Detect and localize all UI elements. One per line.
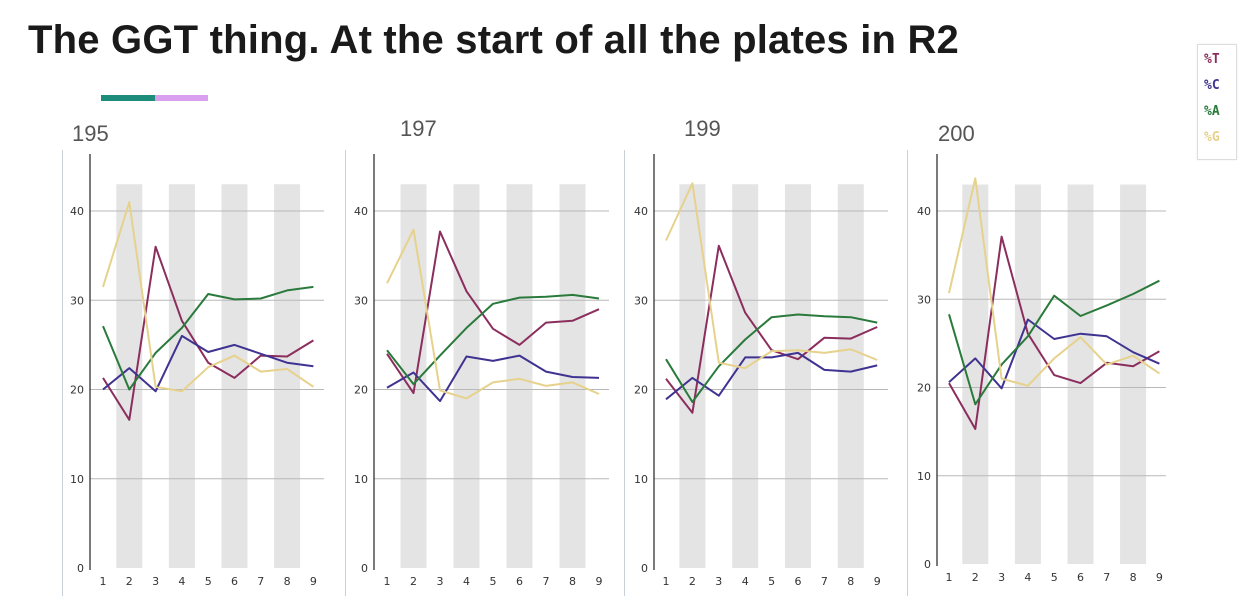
y-tick-label-10: 10 [70,473,84,486]
y-tick-label-40: 40 [917,205,931,218]
shaded-band-6 [506,184,533,568]
x-tick-label-5: 5 [205,575,212,588]
y-tick-label-10: 10 [634,473,648,486]
title-accent-bar-lilac [155,95,208,101]
x-tick-label-5: 5 [768,575,775,588]
x-tick-label-7: 7 [543,575,550,588]
line-chart-199: 0 10 20 30 40 1 2 3 4 5 6 7 8 9 [624,150,888,596]
page-title: The GGT thing. At the start of all the p… [28,18,960,62]
y-tick-label-20: 20 [917,382,931,395]
x-tick-label-8: 8 [847,575,854,588]
x-tick-label-6: 6 [231,575,238,588]
line-chart-195: 0 10 20 30 40 1 2 3 4 5 6 7 8 9 [62,150,324,596]
chart-label-197: 197 [400,116,437,141]
x-tick-label-7: 7 [257,575,264,588]
x-tick-label-4: 4 [1024,571,1031,584]
y-tick-label-40: 40 [354,205,368,218]
x-tick-label-9: 9 [874,575,881,588]
x-tick-label-2: 2 [972,571,979,584]
x-tick-label-9: 9 [1156,571,1163,584]
shaded-band-8 [274,184,301,568]
x-tick-label-9: 9 [596,575,603,588]
y-tick-label-0: 0 [641,562,648,575]
legend: %T %C %A %G [1197,44,1237,160]
y-tick-label-10: 10 [354,473,368,486]
legend-item-a: %A [1204,104,1220,119]
x-tick-label-6: 6 [795,575,802,588]
series-line-g [102,201,314,393]
y-tick-label-40: 40 [70,205,84,218]
legend-item-g: %G [1204,130,1220,145]
series-line-c [386,354,600,403]
x-tick-label-3: 3 [715,575,722,588]
shaded-band-4 [168,184,195,568]
x-tick-label-9: 9 [310,575,317,588]
x-tick-label-1: 1 [100,575,107,588]
x-tick-label-7: 7 [1103,571,1110,584]
x-tick-label-5: 5 [490,575,497,588]
y-tick-label-20: 20 [354,384,368,397]
series-line-a [386,293,600,386]
shaded-band-4 [453,184,480,568]
series-line-c [948,318,1160,390]
legend-item-t: %T [1204,52,1220,67]
shaded-band-6 [785,184,811,568]
shaded-band-6 [221,184,248,568]
shaded-band-4 [1014,184,1041,564]
y-tick-label-20: 20 [70,384,84,397]
chart-label-199: 199 [684,116,721,141]
series-line-t [386,230,600,395]
x-tick-label-1: 1 [946,571,953,584]
series-line-g [948,177,1160,387]
series-line-g [386,228,600,400]
x-tick-label-3: 3 [152,575,159,588]
x-tick-label-4: 4 [178,575,185,588]
x-tick-label-2: 2 [689,575,696,588]
shaded-band-8 [837,184,864,568]
y-tick-label-0: 0 [924,558,931,571]
y-tick-label-0: 0 [77,562,84,575]
x-tick-label-5: 5 [1051,571,1058,584]
series-line-t [948,235,1160,430]
y-tick-label-0: 0 [361,562,368,575]
x-tick-label-7: 7 [821,575,828,588]
x-tick-label-1: 1 [384,575,391,588]
y-tick-label-10: 10 [917,470,931,483]
line-chart-197: 0 10 20 30 40 1 2 3 4 5 6 7 8 9 [345,150,609,596]
x-tick-label-8: 8 [284,575,291,588]
x-tick-label-3: 3 [998,571,1005,584]
series-line-t [102,245,314,421]
y-tick-label-20: 20 [634,384,648,397]
x-tick-label-2: 2 [126,575,133,588]
y-tick-label-30: 30 [917,293,931,306]
title-accent-bar-teal [101,95,155,101]
series-line-g [665,182,878,370]
x-tick-label-1: 1 [663,575,670,588]
x-tick-label-8: 8 [569,575,576,588]
x-tick-label-2: 2 [410,575,417,588]
series-line-a [948,279,1160,406]
legend-item-c: %C [1204,78,1220,93]
x-tick-label-8: 8 [1130,571,1137,584]
series-line-a [102,285,314,391]
shaded-band-8 [1120,184,1147,564]
y-tick-label-30: 30 [354,294,368,307]
x-tick-label-6: 6 [1077,571,1084,584]
shaded-band-4 [732,184,759,568]
series-line-a [665,313,878,403]
y-tick-label-30: 30 [70,294,84,307]
shaded-band-2 [400,184,427,568]
shaded-band-6 [1067,184,1094,564]
chart-label-200: 200 [938,121,975,146]
chart-label-195: 195 [72,121,109,146]
series-line-c [665,351,878,401]
x-tick-label-4: 4 [463,575,470,588]
y-tick-label-30: 30 [634,294,648,307]
y-tick-label-40: 40 [634,205,648,218]
x-tick-label-3: 3 [437,575,444,588]
line-chart-200: 0 10 20 30 40 1 2 3 4 5 6 7 8 9 [907,150,1166,596]
x-tick-label-4: 4 [742,575,749,588]
x-tick-label-6: 6 [516,575,523,588]
